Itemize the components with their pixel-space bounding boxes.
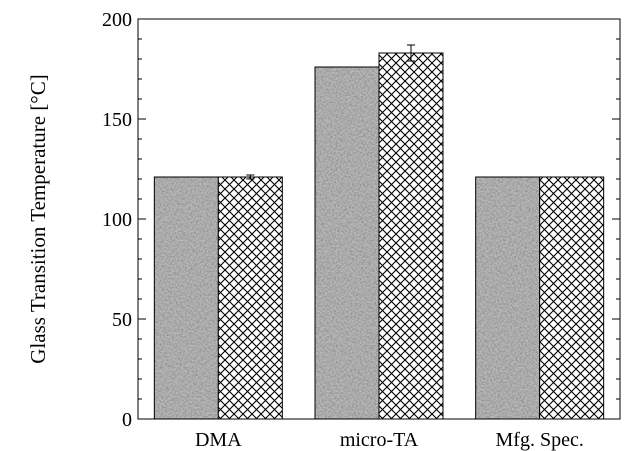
y-tick-label: 200: [102, 9, 132, 31]
y-tick-label: 50: [112, 309, 132, 331]
x-category-label: Mfg. Spec.: [496, 429, 584, 451]
bar-series-1-texture: [315, 67, 379, 419]
bar-series-1-texture: [154, 177, 219, 419]
bar-series-2: [378, 52, 444, 420]
y-tick-label: 150: [102, 109, 132, 131]
bar-series-2: [217, 176, 283, 420]
bar-series-2: [539, 176, 605, 420]
bar-series-1-texture: [475, 177, 540, 419]
y-tick-label: 0: [122, 409, 132, 431]
bars: [153, 52, 605, 420]
x-category-label: micro-TA: [340, 429, 419, 451]
y-axis-title: Glass Transition Temperature [°C]: [26, 74, 50, 363]
x-axis-labels: DMA micro-TA Mfg. Spec.: [195, 429, 584, 451]
y-tick-label: 100: [102, 209, 132, 231]
x-category-label: DMA: [195, 429, 242, 451]
error-bars: [246, 44, 415, 180]
y-axis: 0 50 100 150 200: [102, 9, 620, 431]
